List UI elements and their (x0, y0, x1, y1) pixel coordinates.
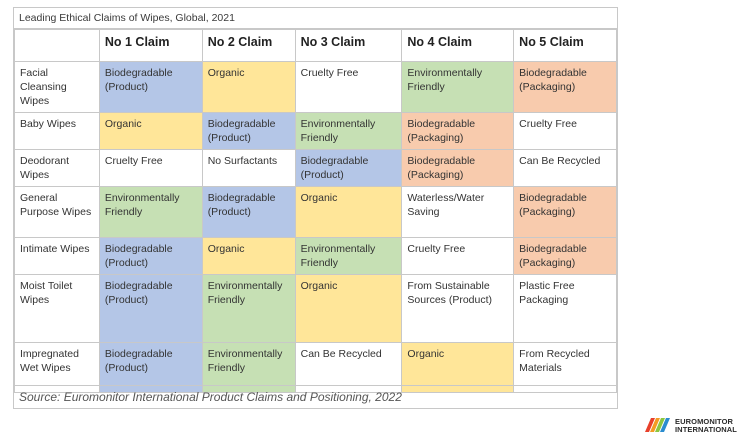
claim-cell: Can Be Recycled (294, 342, 403, 393)
claim-cell: Biodegradable (Product) (201, 112, 296, 150)
column-header-claim-2: No 2 Claim (201, 29, 296, 62)
claim-cell: Biodegradable (Product) (294, 149, 403, 187)
claim-cell: From Sustainable Sources (Product) (401, 274, 515, 343)
claim-cell: Environmentally Friendly (201, 342, 296, 393)
claim-cell: Biodegradable (Product) (98, 237, 203, 275)
claim-cell: Environmentally Friendly (294, 237, 403, 275)
claim-cell: From Recycled Materials (513, 342, 617, 393)
table-row: Moist Toilet Wipes Biodegradable (Product… (14, 274, 617, 343)
table-row: Deodorant Wipes Cruelty Free No Surfactant… (14, 149, 617, 187)
row-header: Intimate Wipes (14, 237, 100, 275)
claim-cell: Environmentally Friendly (401, 61, 515, 113)
row-header: General Purpose Wipes (14, 186, 100, 238)
claim-cell: Biodegradable (Product) (98, 274, 203, 343)
column-header-claim-1: No 1 Claim (98, 29, 203, 62)
claim-cell: Organic (201, 237, 296, 275)
table-row: General Purpose Wipes Environmentally Fri… (14, 186, 617, 238)
row-header: Deodorant Wipes (14, 149, 100, 187)
claim-cell: Organic (401, 342, 515, 393)
claim-cell: Biodegradable (Packaging) (513, 237, 617, 275)
logo-line-2: INTERNATIONAL (675, 425, 737, 434)
claim-cell: Cruelty Free (294, 61, 403, 113)
table-row: Impregnated Wet Wipes Biodegradable (Prod… (14, 342, 617, 393)
table-row: Facial Cleansing Wipes Biodegradable (Pro… (14, 61, 617, 113)
claim-cell: Biodegradable (Packaging) (401, 112, 515, 150)
euromonitor-logo-icon (645, 418, 670, 432)
source-note: Source: Euromonitor International Produc… (14, 385, 617, 409)
claim-cell: Cruelty Free (98, 149, 203, 187)
claims-table-frame: Leading Ethical Claims of Wipes, Global,… (13, 7, 618, 409)
claim-cell: Environmentally Friendly (201, 274, 296, 343)
claim-cell: Organic (294, 186, 403, 238)
claim-cell: Organic (201, 61, 296, 113)
logo-line-1: EUROMONITOR (675, 417, 734, 426)
claim-cell: Biodegradable (Product) (98, 61, 203, 113)
row-header: Baby Wipes (14, 112, 100, 150)
claim-cell: Cruelty Free (513, 112, 617, 150)
claim-cell: Cruelty Free (401, 237, 515, 275)
column-header-claim-5: No 5 Claim (513, 29, 617, 62)
claim-cell: Environmentally Friendly (294, 112, 403, 150)
claim-cell: Organic (294, 274, 403, 343)
table-row: Baby Wipes Organic Biodegradable (Product)… (14, 112, 617, 150)
claim-cell: Waterless/Water Saving (401, 186, 515, 238)
claim-cell: Biodegradable (Product) (201, 186, 296, 238)
claim-cell: Organic (98, 112, 203, 150)
column-header-claim-4: No 4 Claim (401, 29, 515, 62)
claim-cell: Plastic Free Packaging (513, 274, 617, 343)
column-header-empty (14, 29, 100, 62)
table-title: Leading Ethical Claims of Wipes, Global,… (14, 8, 617, 29)
column-header-claim-3: No 3 Claim (294, 29, 403, 62)
claim-cell: Biodegradable (Packaging) (513, 186, 617, 238)
claim-cell: Biodegradable (Packaging) (401, 149, 515, 187)
row-header: Impregnated Wet Wipes (14, 342, 100, 393)
claim-cell: Biodegradable (Packaging) (513, 61, 617, 113)
row-header: Facial Cleansing Wipes (14, 61, 100, 113)
claim-cell: No Surfactants (201, 149, 296, 187)
claims-table: No 1 Claim No 2 Claim No 3 Claim No 4 Cl… (14, 29, 617, 393)
claim-cell: Environmentally Friendly (98, 186, 203, 238)
header-row: No 1 Claim No 2 Claim No 3 Claim No 4 Cl… (14, 29, 617, 62)
claim-cell: Can Be Recycled (513, 149, 617, 187)
euromonitor-logo: EUROMONITOR INTERNATIONAL (645, 415, 749, 437)
table-row: Intimate Wipes Biodegradable (Product) Org… (14, 237, 617, 275)
row-header: Moist Toilet Wipes (14, 274, 100, 343)
